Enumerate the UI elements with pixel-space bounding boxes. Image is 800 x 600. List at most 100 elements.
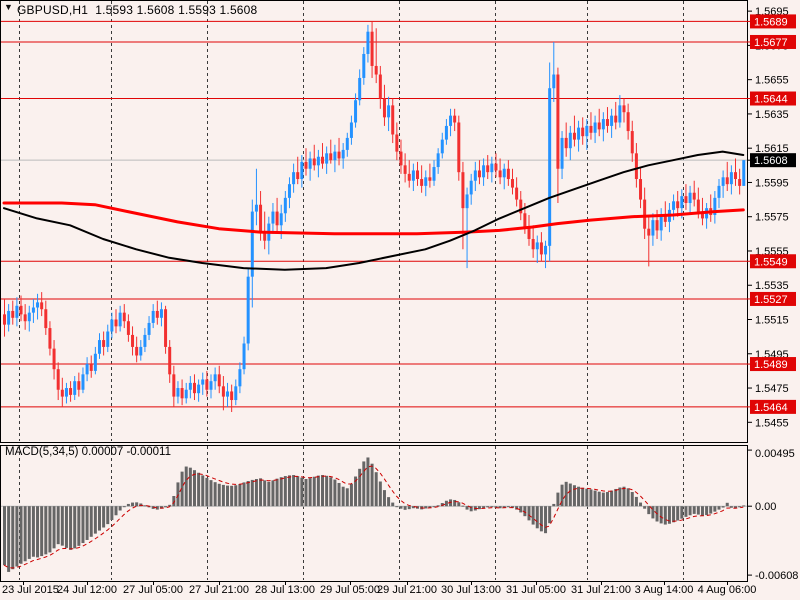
macd-bar [560,484,564,507]
candle-body [416,170,419,180]
time-label: 30 Jul 13:00 [441,584,501,596]
candle-body [713,197,717,216]
candle-body [31,307,35,313]
candle-body [159,309,163,318]
candle-body [155,310,159,318]
macd-bar [506,506,510,508]
macd-bar [539,506,543,532]
candle-body [477,170,481,178]
macd-bar [428,506,432,508]
macd-bar [287,475,291,507]
macd-bar [589,489,593,507]
macd-bar [577,486,581,507]
time-label: 31 Jul 05:00 [506,584,566,596]
price-tick-label: 1.5455 [755,417,789,429]
level-price-badge-label: 1.5644 [754,94,788,106]
macd-bar [64,506,68,548]
candle-body [453,115,457,123]
candle-body [663,215,667,222]
candle-body [139,346,143,356]
macd-bar [106,506,110,525]
candle-body [469,180,473,195]
candle-body [23,314,27,322]
macd-bar [548,506,552,524]
level-price-badge-label: 1.5527 [754,294,788,306]
candle-body [279,213,283,226]
macd-bar [296,476,300,507]
macd-bar [188,467,192,507]
candle-body [168,346,172,375]
macd-bar [630,492,634,507]
candle-body [531,238,535,250]
candle-body [19,305,23,315]
macd-bar [283,476,287,507]
macd-bar [60,506,64,546]
candle-body [64,388,68,397]
current-price-badge-label: 1.5608 [754,155,788,167]
level-price-badge-label: 1.5464 [754,402,788,414]
time-axis[interactable]: 23 Jul 2015 24 Jul 12:00 27 Jul 05:00 27 Ju… [0,582,800,600]
macd-bar [614,488,618,507]
macd-bar [527,506,531,521]
macd-bar [159,506,163,509]
candle-body [325,153,329,164]
ma-fast-black-line [3,150,745,271]
macd-bar [444,500,448,507]
candle-body [585,125,589,137]
candle-body [201,379,205,385]
macd-bar [568,483,572,507]
macd-bar [19,506,23,564]
candle-body [548,88,552,246]
macd-bar [440,503,444,507]
candle-body [411,170,415,181]
candle-body [407,173,411,181]
macd-bar [581,487,585,507]
level-price-badge [750,291,796,306]
candle-body [176,388,180,397]
macd-bar [230,485,234,507]
level-price-badge-label: 1.5677 [754,37,788,49]
candle-body [337,151,341,159]
macd-histogram [3,457,746,572]
candle-body [197,384,201,394]
candle-body [676,201,680,209]
candle-body [44,309,48,329]
macd-bar [89,506,93,537]
candle-body [81,374,85,390]
candle-body [122,312,126,322]
candle-body [630,131,634,154]
time-label: 24 Jul 12:00 [57,584,117,596]
candle-body [535,242,539,250]
candle-body [506,168,510,180]
macd-bar [263,480,267,507]
candle-body [436,153,440,168]
macd-bar [432,506,436,508]
candle-body [626,112,630,132]
macd-bar [192,470,196,507]
price-axis[interactable]: 1.56951.56751.56551.56351.56151.55951.55… [747,6,798,582]
level-price-badge-label: 1.5489 [754,359,788,371]
candle-body [283,197,287,214]
macd-bar [97,506,101,531]
candle-body [424,177,428,186]
macd-bar [535,506,539,529]
candles [3,21,746,413]
candle-body [312,158,316,166]
time-label: 3 Aug 14:00 [634,584,694,596]
candle-body [519,199,523,214]
ma-slow-red-line [2,201,745,236]
macd-bar [366,457,370,507]
candle-body [205,379,209,390]
price-tick-label: 1.5575 [755,212,789,224]
macd-bar [250,479,254,507]
candle-body [97,340,101,354]
candle-body [647,228,651,236]
macd-bar [197,472,201,507]
candle-body [572,132,576,140]
macd-bar [362,461,366,507]
macd-bar [131,502,135,507]
candle-body [465,194,469,209]
macd-bar [465,506,469,510]
level-price-badge [750,91,796,106]
